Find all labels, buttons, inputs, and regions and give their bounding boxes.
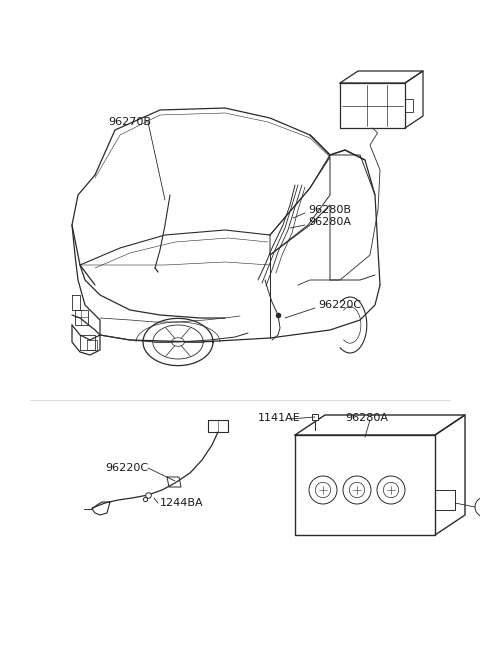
Text: 96280B: 96280B xyxy=(308,205,351,215)
Text: 96280A: 96280A xyxy=(345,413,388,423)
Text: 96220C: 96220C xyxy=(105,463,148,473)
Text: 96270B: 96270B xyxy=(108,117,151,127)
Text: 96220C: 96220C xyxy=(318,300,361,310)
Text: 1141AE: 1141AE xyxy=(258,413,301,423)
Text: 1244BA: 1244BA xyxy=(160,498,204,508)
Text: 96280A: 96280A xyxy=(308,217,351,227)
